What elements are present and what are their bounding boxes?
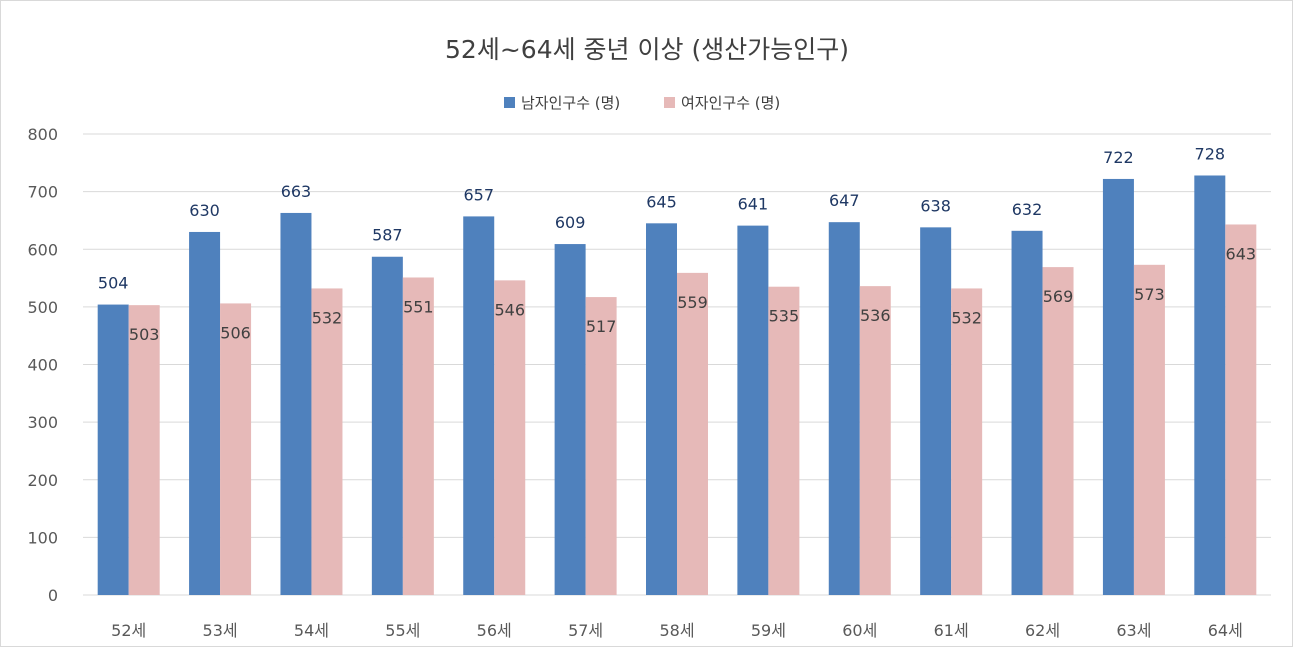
data-label-female: 532 xyxy=(312,308,343,327)
x-tick-label: 61세 xyxy=(934,621,969,640)
bar-male xyxy=(828,222,860,595)
bar-male xyxy=(646,223,677,595)
x-tick-label: 64세 xyxy=(1208,621,1243,640)
data-label-male: 657 xyxy=(463,185,494,204)
chart-title: 52세~64세 중년 이상 (생산가능인구) xyxy=(445,35,849,64)
x-tick-label: 60세 xyxy=(842,621,877,640)
bar-male xyxy=(1194,175,1226,596)
bar-male xyxy=(280,212,312,596)
data-label-male: 504 xyxy=(98,274,129,293)
legend-swatch-female xyxy=(664,97,675,108)
data-label-female: 535 xyxy=(769,307,800,326)
bar-female xyxy=(859,286,891,595)
data-label-female: 517 xyxy=(586,317,617,336)
x-tick-label: 54세 xyxy=(294,621,329,640)
y-tick-label: 800 xyxy=(27,125,58,144)
y-axis-ticks: 0 100 200 300 400 500 600 700 800 xyxy=(27,125,58,605)
x-tick-label: 53세 xyxy=(203,621,238,640)
data-label-female: 506 xyxy=(220,323,251,342)
data-label-male: 587 xyxy=(372,226,403,245)
bar-male xyxy=(1102,178,1134,595)
bar-female xyxy=(768,286,800,595)
x-tick-label: 55세 xyxy=(385,621,420,640)
legend-swatch-male xyxy=(504,97,515,108)
data-labels: 504 503 630 506 663 532 587 551 657 546 609 517 645 5… xyxy=(98,144,1256,344)
legend-label-male: 남자인구수 (명) xyxy=(521,94,620,112)
data-label-female: 551 xyxy=(403,297,434,316)
bar-female xyxy=(677,272,708,595)
bar-female xyxy=(1042,267,1074,595)
bar-female xyxy=(1225,224,1257,595)
y-tick-label: 500 xyxy=(27,298,58,317)
bar-male xyxy=(371,256,403,595)
bar-female xyxy=(494,280,526,595)
data-label-female: 532 xyxy=(951,308,982,327)
y-tick-label: 400 xyxy=(27,356,58,375)
y-tick-label: 600 xyxy=(27,240,58,259)
data-label-male: 722 xyxy=(1103,148,1134,167)
x-tick-label: 62세 xyxy=(1025,621,1060,640)
bar-female xyxy=(402,277,434,595)
data-label-female: 569 xyxy=(1043,287,1074,306)
bar-female xyxy=(128,305,160,595)
bar-male xyxy=(1011,230,1043,595)
bars xyxy=(97,175,1257,596)
y-tick-label: 300 xyxy=(27,413,58,432)
legend: 남자인구수 (명) 여자인구수 (명) xyxy=(504,94,780,112)
bar-male xyxy=(463,216,495,595)
data-label-female: 573 xyxy=(1134,285,1165,304)
data-label-male: 632 xyxy=(1012,200,1043,219)
y-tick-label: 700 xyxy=(27,183,58,202)
bar-male xyxy=(920,227,952,596)
data-label-female: 559 xyxy=(677,293,708,312)
x-tick-label: 56세 xyxy=(477,621,512,640)
y-tick-label: 100 xyxy=(27,528,58,547)
data-label-female: 503 xyxy=(129,325,160,344)
data-label-female: 643 xyxy=(1226,244,1257,263)
bar-female xyxy=(585,297,617,595)
bar-male xyxy=(554,244,586,595)
data-label-male: 630 xyxy=(189,201,220,220)
bar-male xyxy=(737,225,769,595)
x-tick-label: 59세 xyxy=(751,621,786,640)
data-label-male: 647 xyxy=(829,191,860,210)
data-label-male: 638 xyxy=(920,196,951,215)
bar-female xyxy=(1133,264,1165,595)
bar-female xyxy=(311,288,343,595)
x-axis-ticks: 52세 53세 54세 55세 56세 57세 58세 59세 60세 61세 62세 63세 64세 xyxy=(111,621,1243,640)
data-label-male: 663 xyxy=(281,182,312,201)
y-tick-label: 200 xyxy=(27,471,58,490)
x-tick-label: 63세 xyxy=(1116,621,1151,640)
legend-label-female: 여자인구수 (명) xyxy=(681,94,780,112)
data-label-male: 609 xyxy=(555,213,586,232)
data-label-male: 641 xyxy=(738,195,769,214)
y-tick-label: 0 xyxy=(48,586,58,605)
data-label-male: 728 xyxy=(1195,144,1226,163)
x-tick-label: 58세 xyxy=(659,621,694,640)
x-tick-label: 57세 xyxy=(568,621,603,640)
data-label-female: 536 xyxy=(860,306,891,325)
data-label-female: 546 xyxy=(494,300,525,319)
bar-male xyxy=(189,231,221,595)
bar-female xyxy=(220,303,252,595)
data-label-male: 645 xyxy=(646,192,677,211)
bar-female xyxy=(951,288,983,595)
x-tick-label: 52세 xyxy=(111,621,146,640)
bar-male xyxy=(97,304,129,595)
